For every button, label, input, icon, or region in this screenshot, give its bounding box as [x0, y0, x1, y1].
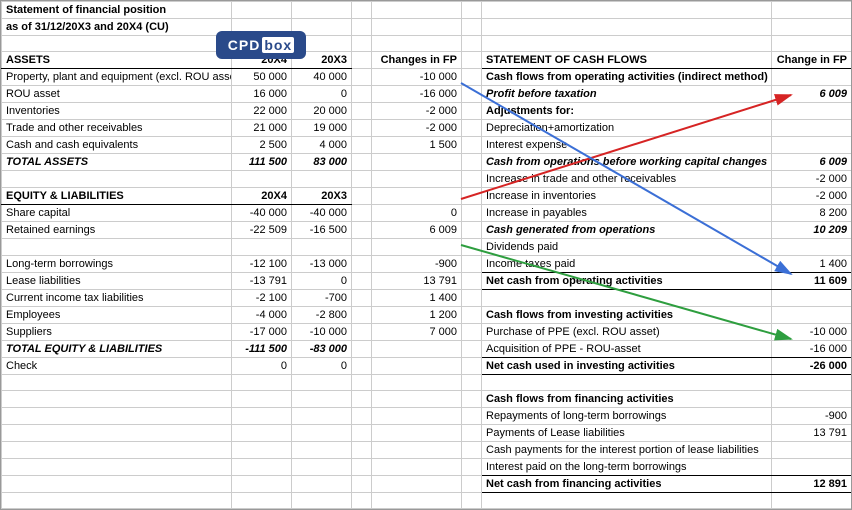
logo-cpdbox: CPDbox	[216, 31, 306, 59]
financial-table: Statement of financial position as of 31…	[1, 1, 852, 510]
row-total-eql[interactable]: TOTAL EQUITY & LIABILITIES	[2, 341, 232, 358]
col-header-change-fp: Change in FP	[772, 52, 852, 69]
scf-ncia[interactable]: Net cash used in investing activities	[482, 358, 772, 375]
row-total-assets[interactable]: TOTAL ASSETS	[2, 154, 232, 171]
col-header-changes: Changes in FP	[372, 52, 462, 69]
title-line-1: Statement of financial position	[2, 2, 232, 19]
col-header-scf: STATEMENT OF CASH FLOWS	[482, 52, 772, 69]
scf-op-header[interactable]: Cash flows from operating activities (in…	[482, 69, 772, 86]
col-header-assets: ASSETS	[2, 52, 232, 69]
spreadsheet-page: CPDbox Statement of financial position a…	[0, 0, 852, 510]
scf-ncoa[interactable]: Net cash from operating activities	[482, 273, 772, 290]
scf-ncfa[interactable]: Net cash from financing activities	[482, 476, 772, 493]
title-line-2: as of 31/12/20X3 and 20X4 (CU)	[2, 19, 232, 36]
row-ppe-label[interactable]: Property, plant and equipment (excl. ROU…	[2, 69, 232, 86]
scf-pbt-label[interactable]: Profit before taxation	[482, 86, 772, 103]
row-rou-label[interactable]: ROU asset	[2, 86, 232, 103]
eql-header[interactable]: EQUITY & LIABILITIES	[2, 188, 232, 205]
